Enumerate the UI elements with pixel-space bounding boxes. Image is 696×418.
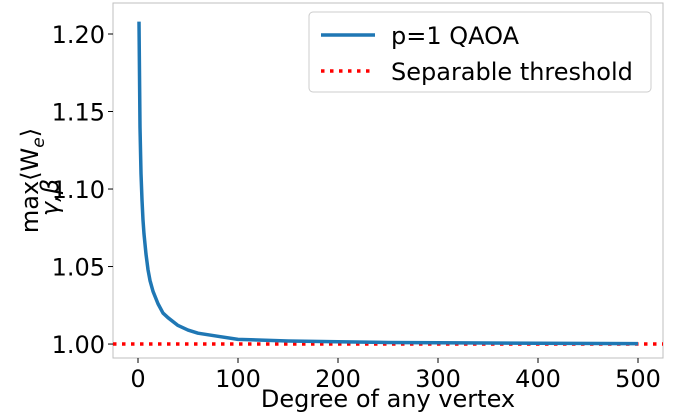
- series-layer: [113, 21, 663, 346]
- plot-frame: [112, 2, 664, 359]
- y-axis-label-subscript: e: [29, 137, 49, 147]
- legend-label-qaoa: p=1 QAOA: [391, 22, 520, 50]
- y-tick-label: 1.05: [52, 254, 105, 282]
- x-tick-label: 300: [415, 365, 461, 393]
- legend-box: [308, 11, 652, 93]
- x-tick-label: 200: [315, 365, 361, 393]
- y-axis-label-close: ⟩: [16, 128, 44, 137]
- x-tick-label: 400: [515, 365, 561, 393]
- y-tick-label: 1.15: [52, 99, 105, 127]
- x-tick-label: 500: [615, 365, 661, 393]
- x-tick-label: 100: [215, 365, 261, 393]
- y-axis-ticks: 1.00 1.05 1.10 1.15 1.20: [52, 21, 113, 359]
- series-qaoa-line: [137, 21, 639, 346]
- y-axis-label-under: γ,β: [36, 179, 64, 216]
- x-axis-label: Degree of any vertex: [261, 385, 515, 413]
- y-tick-label: 1.10: [52, 176, 105, 204]
- x-tick-label: 0: [130, 365, 145, 393]
- x-axis-ticks: 0 100 200 300 400 500: [130, 358, 661, 393]
- legend-label-threshold: Separable threshold: [391, 58, 633, 86]
- y-axis-label-main: max⟨We⟩: [16, 128, 49, 233]
- y-tick-label: 1.00: [52, 331, 105, 359]
- y-axis-label: max⟨We⟩ γ,β: [16, 128, 64, 233]
- y-tick-label: 1.20: [52, 21, 105, 49]
- legend: p=1 QAOA Separable threshold: [308, 11, 652, 93]
- y-axis-label-max: max⟨W: [16, 148, 44, 233]
